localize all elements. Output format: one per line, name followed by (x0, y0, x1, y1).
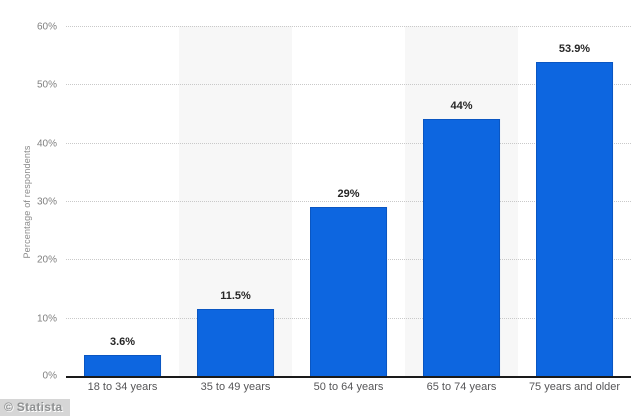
value-label: 29% (337, 187, 360, 200)
statista-watermark: © Statista (0, 399, 70, 416)
x-label-75-older: 75 years and older (528, 381, 621, 393)
plot-area: 3.6% 11.5% 29% 44% 53.9% 0% (37, 22, 631, 382)
band-65-74: 44% (405, 26, 518, 376)
band-50-64: 29% (292, 26, 405, 376)
gridline-50: 50% (37, 80, 631, 91)
y-tick-label: 60% (36, 21, 57, 33)
gridline-30: 30% (37, 197, 631, 208)
value-label: 44% (450, 100, 473, 113)
x-axis-labels: 18 to 34 years 35 to 49 years 50 to 64 y… (66, 381, 631, 393)
x-label-18-34: 18 to 34 years (87, 381, 158, 393)
bar-35-49 (196, 308, 275, 376)
band-75-older: 53.9% (518, 26, 631, 376)
x-label-50-64: 50 to 64 years (313, 381, 384, 393)
value-label: 3.6% (109, 336, 136, 348)
y-tick-label: 0% (42, 370, 57, 382)
bar-65-74 (422, 119, 501, 376)
band-18-34: 3.6% (66, 26, 179, 376)
bar-18-34 (83, 355, 162, 376)
bar-50-64 (309, 206, 388, 376)
x-label-35-49: 35 to 49 years (200, 381, 271, 393)
y-axis-title: Percentage of respondents (22, 145, 32, 259)
y-tick-label: 10% (36, 313, 57, 325)
gridline-60: 60% (37, 22, 631, 33)
x-label-65-74: 65 to 74 years (426, 381, 497, 393)
y-tick-label: 50% (36, 79, 57, 91)
y-tick-label: 40% (36, 138, 57, 150)
y-tick-label: 20% (36, 254, 57, 266)
bar-75-older (535, 61, 614, 376)
y-tick-label: 30% (36, 196, 57, 208)
value-label: 11.5% (220, 289, 251, 302)
gridline-40: 40% (37, 138, 631, 149)
value-label: 53.9% (558, 42, 591, 55)
